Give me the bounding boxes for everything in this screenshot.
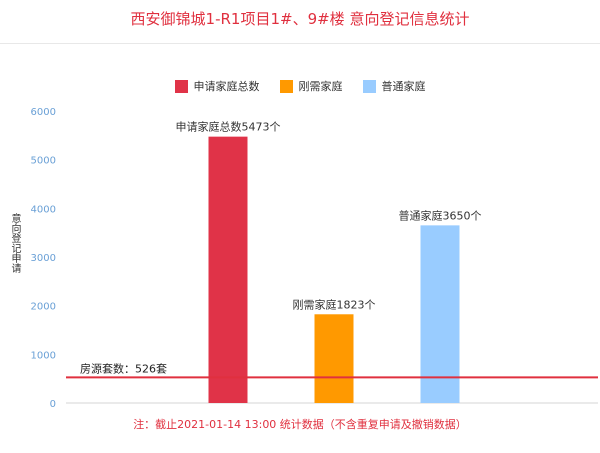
chart-legend: 申请家庭总数 刚需家庭 普通家庭 bbox=[0, 78, 600, 94]
y-tick-label: 1000 bbox=[31, 350, 56, 361]
legend-item-total: 申请家庭总数 bbox=[174, 78, 260, 94]
title-divider bbox=[0, 43, 600, 44]
legend-label-total: 申请家庭总数 bbox=[193, 80, 260, 93]
footnote: 注：截止2021-01-14 13:00 统计数据（不含重复申请及撤销数据） bbox=[133, 418, 467, 431]
legend-swatch-normal bbox=[362, 79, 376, 93]
bar-data-label: 刚需家庭1823个 bbox=[293, 297, 376, 311]
bar-2 bbox=[420, 225, 460, 403]
chart-title: 西安御锦城1-R1项目1#、9#楼 意向登记信息统计 bbox=[130, 10, 470, 28]
y-tick-label: 4000 bbox=[31, 204, 56, 215]
y-tick-label: 2000 bbox=[31, 302, 56, 313]
y-tick-label: 0 bbox=[50, 399, 56, 410]
y-tick-label: 5000 bbox=[31, 156, 56, 167]
legend-label-normal: 普通家庭 bbox=[381, 80, 426, 93]
legend-item-rigid: 刚需家庭 bbox=[279, 78, 343, 94]
bar-1 bbox=[314, 314, 354, 403]
reference-line-label: 房源套数：526套 bbox=[80, 361, 167, 375]
bar-0 bbox=[208, 136, 248, 403]
bar-data-label: 普通家庭3650个 bbox=[399, 208, 482, 222]
legend-label-rigid: 刚需家庭 bbox=[298, 80, 343, 93]
legend-swatch-total bbox=[174, 79, 188, 93]
y-tick-label: 6000 bbox=[31, 107, 56, 118]
bar-data-label: 申请家庭总数5473个 bbox=[176, 120, 281, 134]
legend-item-normal: 普通家庭 bbox=[362, 78, 426, 94]
y-tick-label: 3000 bbox=[31, 253, 56, 264]
y-axis-label: 意向登记申请 bbox=[9, 213, 20, 273]
legend-swatch-rigid bbox=[279, 79, 293, 93]
